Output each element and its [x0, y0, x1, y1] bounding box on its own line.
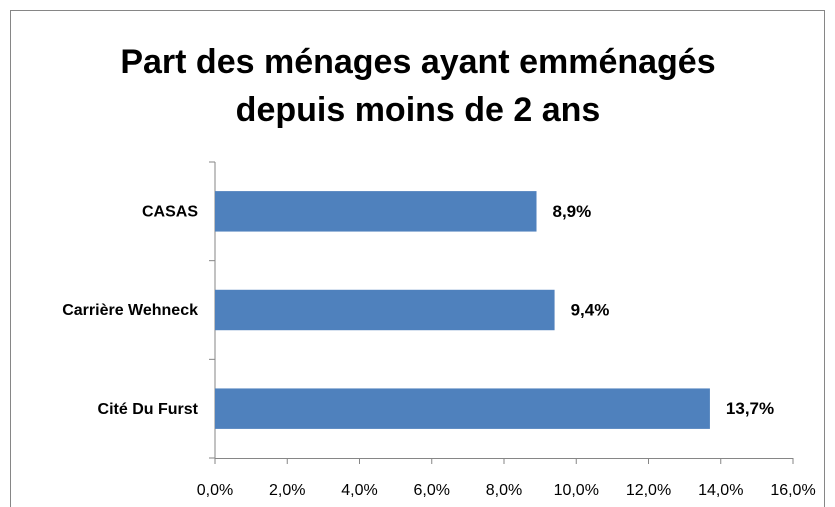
value-label: 8,9% — [553, 202, 592, 221]
bar — [215, 191, 537, 232]
bar — [215, 388, 710, 429]
x-tick-label: 8,0% — [486, 482, 522, 499]
x-tick-label: 16,0% — [770, 482, 815, 499]
value-label: 9,4% — [571, 300, 610, 319]
x-tick-label: 0,0% — [197, 482, 233, 499]
x-tick-label: 2,0% — [269, 482, 305, 499]
y-tick-label: Cité Du Furst — [98, 401, 199, 418]
chart-title: Part des ménages ayant emménagés — [120, 43, 715, 81]
y-tick-label: CASAS — [142, 204, 198, 221]
x-tick-label: 4,0% — [341, 482, 377, 499]
y-tick-label: Carrière Wehneck — [62, 302, 198, 319]
x-tick-label: 12,0% — [626, 482, 671, 499]
x-tick-label: 10,0% — [554, 482, 599, 499]
x-tick-label: 14,0% — [698, 482, 743, 499]
value-label: 13,7% — [726, 399, 774, 418]
bar — [215, 289, 555, 331]
chart-border — [10, 10, 825, 507]
chart-title: depuis moins de 2 ans — [236, 91, 601, 129]
x-tick-label: 6,0% — [414, 482, 450, 499]
